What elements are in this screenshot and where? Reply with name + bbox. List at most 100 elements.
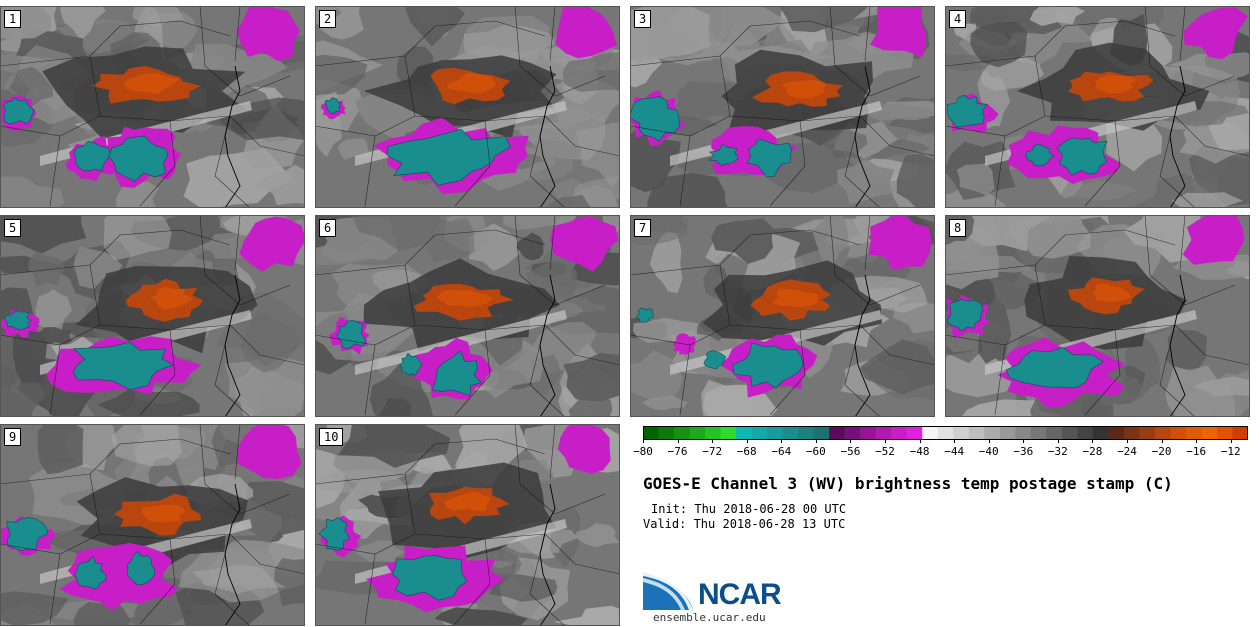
colorbar-segment: [658, 426, 675, 440]
colorbar-tick-mark: [885, 439, 886, 443]
wv-cloud-texture: [352, 215, 441, 252]
convective-core: [630, 96, 680, 142]
convective-core: [387, 128, 511, 186]
member-label: 8: [949, 219, 967, 237]
state-boundary: [549, 215, 556, 271]
colorbar-segment: [1092, 426, 1109, 440]
wv-cloud-texture: [562, 52, 620, 92]
state-boundary: [945, 334, 1006, 416]
colorbar-tick-label: −48: [909, 445, 930, 458]
state-boundary: [630, 334, 691, 416]
colorbar-tick-label: −68: [736, 445, 757, 458]
panel-frame: [945, 6, 1250, 208]
colorbar-segment: [984, 426, 1001, 440]
colorbar-segment: [720, 426, 737, 440]
wv-cloud-texture: [35, 288, 72, 337]
wv-cloud-texture: [315, 54, 368, 96]
colorbar-tick-label: −28: [1082, 445, 1103, 458]
member-label: 1: [4, 10, 22, 28]
state-boundary: [0, 125, 61, 207]
member-panel-2: 2: [315, 6, 620, 208]
wv-cloud-texture: [424, 217, 475, 263]
wv-cloud-texture: [970, 21, 1028, 68]
state-boundary: [769, 120, 806, 207]
colorbar-tick-label: −40: [978, 445, 999, 458]
state-boundary: [239, 284, 291, 306]
wv-cloud-texture: [191, 564, 287, 594]
panel-frame: [0, 215, 305, 417]
cold-cloud-top: [237, 424, 302, 479]
colorbar-segment: [953, 426, 970, 440]
state-boundary: [119, 229, 231, 246]
colorbar-tick-mark: [781, 439, 783, 443]
panel-frame: [315, 6, 620, 208]
colorbar-tick-mark: [988, 439, 990, 443]
wv-cloud-texture: [563, 352, 620, 402]
coastline: [854, 274, 871, 417]
colorbar-tick-label: −44: [944, 445, 965, 458]
wv-cloud-texture: [978, 298, 1012, 365]
convective-core: [126, 551, 155, 586]
warm-core: [436, 289, 493, 308]
state-boundary: [229, 533, 305, 575]
warm-core: [444, 491, 491, 511]
wv-cloud-texture: [354, 540, 407, 564]
state-boundary: [544, 324, 620, 366]
state-boundary: [1084, 120, 1121, 207]
wv-cloud-texture: [97, 389, 200, 417]
member-label: 9: [4, 428, 22, 446]
wv-cloud-texture: [274, 558, 305, 607]
state-boundary: [544, 533, 620, 575]
state-boundary: [869, 284, 921, 306]
state-boundary: [554, 493, 606, 515]
convective-core: [703, 350, 726, 370]
state-boundary: [554, 75, 606, 97]
wv-cloud-texture: [489, 573, 558, 602]
colorbar-tick-label: −72: [702, 445, 723, 458]
panel-frame: [315, 424, 620, 626]
colorbar-segment: [689, 426, 706, 440]
member-panel-10: 10: [315, 424, 620, 626]
state-boundary: [1144, 215, 1186, 306]
convective-core: [6, 517, 48, 551]
state-boundary: [864, 215, 871, 271]
wv-cloud-texture: [1165, 329, 1207, 370]
member-panel-3: 3: [630, 6, 935, 208]
warm-core: [123, 73, 179, 95]
colorbar-segment: [798, 426, 815, 440]
state-boundary: [434, 438, 546, 455]
wv-cloud-texture: [0, 215, 87, 254]
colorbar-tick-label: −20: [1151, 445, 1172, 458]
colorbar-segment: [1015, 426, 1032, 440]
member-panel-1: 1: [0, 6, 305, 208]
wv-cloud-texture: [966, 215, 1050, 252]
cold-cloud-top: [1183, 7, 1248, 60]
wv-cloud-texture: [837, 158, 894, 204]
colorbar-segment: [674, 426, 691, 440]
wv-cloud-texture: [779, 6, 868, 33]
colorbar-segment: [1170, 426, 1187, 440]
state-boundary: [864, 6, 871, 62]
state-boundary: [829, 6, 871, 97]
wv-cloud-texture: [1029, 6, 1085, 26]
state-boundary: [229, 115, 305, 157]
convective-core: [1005, 347, 1104, 389]
colorbar-segment: [875, 426, 892, 440]
ncar-logo-text: NCAR: [698, 578, 782, 611]
member-label: 10: [319, 428, 344, 446]
colorbar-tick-label: −60: [805, 445, 826, 458]
convective-core: [946, 299, 984, 332]
member-panel-5: 5: [0, 215, 305, 417]
wv-cloud-texture: [463, 24, 555, 62]
member-panel-7: 7: [630, 215, 935, 417]
coastline: [539, 483, 556, 626]
colorbar-segment: [844, 426, 861, 440]
wv-cloud-texture: [821, 127, 868, 159]
coastline: [1169, 65, 1186, 208]
colorbar-segment: [1077, 426, 1094, 440]
colorbar-tick-mark: [1092, 439, 1094, 443]
convective-core: [74, 555, 107, 590]
colorbar: [643, 426, 1248, 440]
coastline: [224, 65, 241, 208]
colorbar-segment: [922, 426, 939, 440]
